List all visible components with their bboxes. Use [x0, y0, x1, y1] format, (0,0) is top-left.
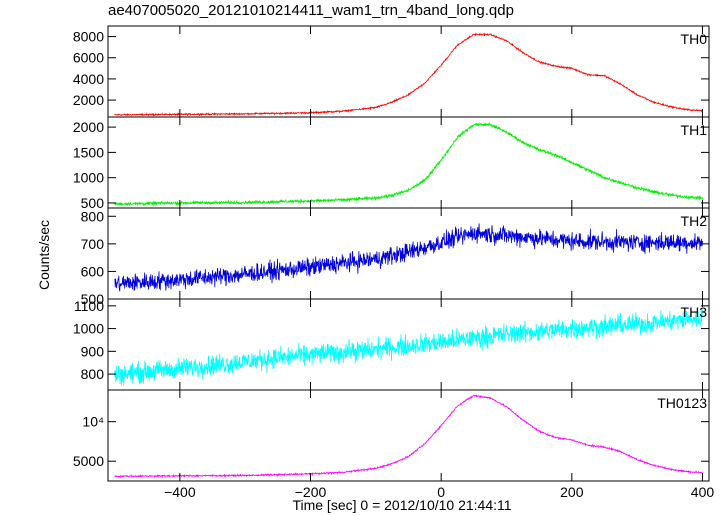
series-line-th2 [114, 223, 703, 292]
y-tick-label: 10⁴ [82, 414, 104, 430]
y-tick-label: 1500 [73, 144, 104, 160]
series-line-th3 [114, 308, 703, 386]
y-tick-label: 4000 [73, 71, 104, 87]
panel-label-th1: TH1 [681, 122, 708, 138]
panel-frame-th1 [107, 116, 710, 209]
y-tick-label: 800 [81, 366, 105, 382]
y-tick-label: 500 [81, 195, 105, 211]
y-tick-label: 2000 [73, 119, 104, 135]
panel-label-th2: TH2 [681, 213, 708, 229]
y-tick-label: 800 [81, 208, 105, 224]
x-tick-label: 0 [437, 484, 445, 500]
y-tick-label: 8000 [73, 29, 104, 45]
x-tick-label: 400 [691, 484, 715, 500]
y-tick-label: 700 [81, 236, 105, 252]
y-tick-label: 900 [81, 343, 105, 359]
y-tick-label: 500 [81, 291, 105, 307]
panel-label-th0: TH0 [681, 31, 708, 47]
panel-frame-th0 [107, 25, 710, 118]
x-tick-label: −200 [295, 484, 327, 500]
y-tick-label: 2000 [73, 92, 104, 108]
y-tick-label: 6000 [73, 50, 104, 66]
y-tick-label: 600 [81, 263, 105, 279]
y-tick-label: 1000 [73, 170, 104, 186]
panel-frame-th0123 [107, 389, 710, 482]
chart-title: ae407005020_20121010214411_wam1_trn_4ban… [108, 2, 514, 19]
series-line-th0123 [114, 394, 703, 479]
panel-label-th0123: TH0123 [657, 395, 707, 411]
y-tick-label: 1000 [73, 321, 104, 337]
x-tick-label: −400 [164, 484, 196, 500]
series-line-th0 [114, 32, 703, 117]
y-tick-label: 5000 [73, 453, 104, 469]
x-tick-label: 200 [560, 484, 584, 500]
series-line-th1 [114, 122, 703, 207]
x-axis-label: Time [sec] 0 = 2012/10/10 21:44:11 [292, 497, 512, 513]
y-tick-label: 1100 [74, 298, 104, 314]
panel-label-th3: TH3 [681, 304, 708, 320]
